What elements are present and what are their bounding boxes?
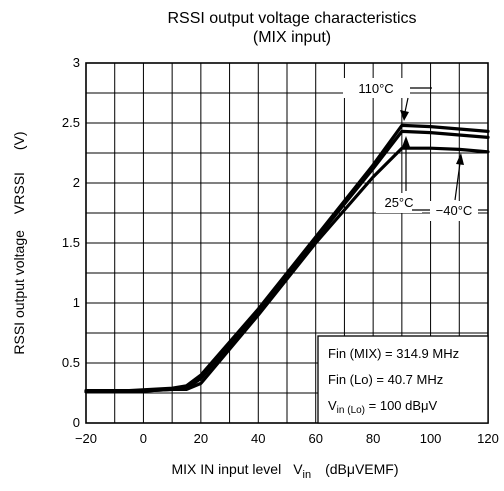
y-tick-label: 0.5	[62, 355, 80, 370]
y-axis-label-main: RSSI output voltage	[11, 230, 27, 355]
label-minus40c-text: −40°C	[436, 203, 473, 218]
label-25c-bg	[376, 193, 422, 213]
condition-fin-mix: Fin (MIX) = 314.9 MHz	[328, 346, 459, 361]
y-tick-labels: 0 0.5 1 1.5 2 2.5 3	[62, 55, 80, 430]
label-110c-text: 110°C	[358, 81, 393, 96]
x-axis-label: MIX IN input level Vin (dBμVEMF)	[171, 461, 398, 481]
chart-subtitle: (MIX input)	[253, 29, 331, 46]
label-25c-arrow	[402, 136, 410, 147]
x-tick-label: −20	[75, 431, 97, 446]
x-axis-label-unit: (dBμVEMF)	[325, 461, 398, 477]
x-tick-label: 40	[251, 431, 265, 446]
label-25c: 25°C	[376, 136, 422, 213]
x-tick-label: 100	[420, 431, 442, 446]
label-minus40c-leader	[454, 162, 461, 201]
y-tick-label: 1	[73, 295, 80, 310]
conditions-box: Fin (MIX) = 314.9 MHz Fin (Lo) = 40.7 MH…	[317, 335, 489, 424]
x-tick-labels: −20 0 20 40 60 80 100 120	[75, 431, 499, 446]
label-minus40c: −40°C	[412, 153, 488, 221]
condition-vin-lo-prefix: V	[328, 398, 337, 413]
y-axis-label-symbol: VRSSI	[11, 172, 27, 214]
conditions-box-frame	[317, 335, 489, 424]
chart-title: RSSI output voltage characteristics	[167, 10, 416, 27]
x-axis-label-symbol: V	[293, 461, 303, 477]
x-tick-label: 20	[194, 431, 208, 446]
y-axis-label: RSSI output voltage VRSSI (V)	[11, 131, 27, 354]
y-axis-label-unit: (V)	[11, 131, 27, 150]
y-tick-label: 2.5	[62, 115, 80, 130]
label-110c-arrow	[400, 110, 409, 121]
condition-vin-lo: Vin (Lo) = 100 dBμV	[328, 398, 438, 416]
condition-fin-lo: Fin (Lo) = 40.7 MHz	[328, 372, 443, 387]
label-minus40c-arrow	[456, 153, 464, 165]
y-tick-label: 1.5	[62, 235, 80, 250]
condition-vin-lo-suffix: = 100 dBμV	[365, 398, 438, 413]
label-25c-text: 25°C	[384, 195, 413, 210]
y-tick-label: 3	[73, 55, 80, 70]
label-110c: 110°C	[343, 78, 432, 121]
label-110c-leader	[404, 97, 409, 113]
x-tick-label: 60	[308, 431, 322, 446]
x-axis-label-main: MIX IN input level	[171, 461, 281, 477]
y-tick-label: 0	[73, 415, 80, 430]
x-tick-label: 120	[477, 431, 499, 446]
series-line-2	[84, 146, 490, 394]
x-axis-label-symbol-sub: in	[303, 469, 312, 481]
x-tick-label: 0	[140, 431, 147, 446]
x-tick-label: 80	[366, 431, 380, 446]
plot-frame	[85, 62, 489, 424]
condition-vin-lo-sub: in (Lo)	[337, 405, 365, 416]
data-series	[84, 123, 490, 394]
y-tick-label: 2	[73, 175, 80, 190]
label-110c-bg	[343, 78, 410, 98]
label-minus40c-bg	[430, 201, 478, 221]
